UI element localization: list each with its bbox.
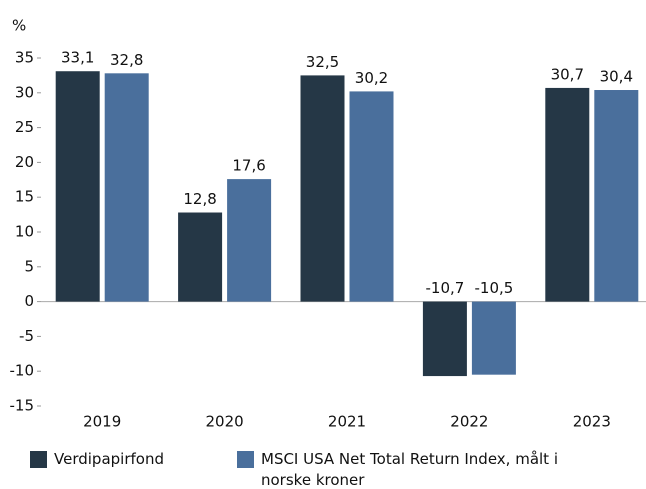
x-tick-label: 2022 <box>450 413 488 431</box>
y-tick-label: 10 <box>15 223 34 241</box>
y-tick-label: 5 <box>24 257 34 275</box>
x-tick-label: 2021 <box>328 413 366 431</box>
bar <box>471 301 516 375</box>
legend-label: MSCI USA Net Total Return Index, målt i … <box>261 450 558 489</box>
x-tick-label: 2020 <box>206 413 244 431</box>
value-label: 30,7 <box>551 65 584 83</box>
y-tick-label: 0 <box>24 292 34 310</box>
value-label: 12,8 <box>183 190 216 208</box>
y-tick-label: -15 <box>10 397 35 415</box>
y-tick-label: -10 <box>10 362 35 380</box>
value-label: 32,8 <box>110 51 143 69</box>
bar <box>178 212 223 302</box>
value-label: 30,4 <box>600 68 633 86</box>
y-tick-label: 15 <box>15 188 34 206</box>
bar <box>545 87 590 302</box>
legend-swatch <box>30 451 47 468</box>
legend-label: Verdipapirfond <box>54 450 164 468</box>
bar <box>227 179 272 302</box>
legend-swatch <box>237 451 254 468</box>
y-tick-label: 35 <box>15 49 34 67</box>
bar <box>422 301 467 377</box>
bar <box>104 73 149 302</box>
y-tick-label: -5 <box>19 327 34 345</box>
x-tick-label: 2023 <box>573 413 611 431</box>
value-label: 30,2 <box>355 69 388 87</box>
value-label: -10,5 <box>474 279 513 297</box>
x-tick-label: 2019 <box>83 413 121 431</box>
bar <box>349 91 394 302</box>
y-tick-label: 30 <box>15 83 34 101</box>
value-label: 32,5 <box>306 53 339 71</box>
bar <box>594 90 639 302</box>
value-label: 17,6 <box>232 157 265 175</box>
value-label: -10,7 <box>425 279 464 297</box>
bar <box>55 71 100 302</box>
y-tick-label: 25 <box>15 118 34 136</box>
bar <box>300 75 345 302</box>
y-tick-label: 20 <box>15 153 34 171</box>
value-label: 33,1 <box>61 49 94 67</box>
y-axis-label: % <box>12 17 26 35</box>
